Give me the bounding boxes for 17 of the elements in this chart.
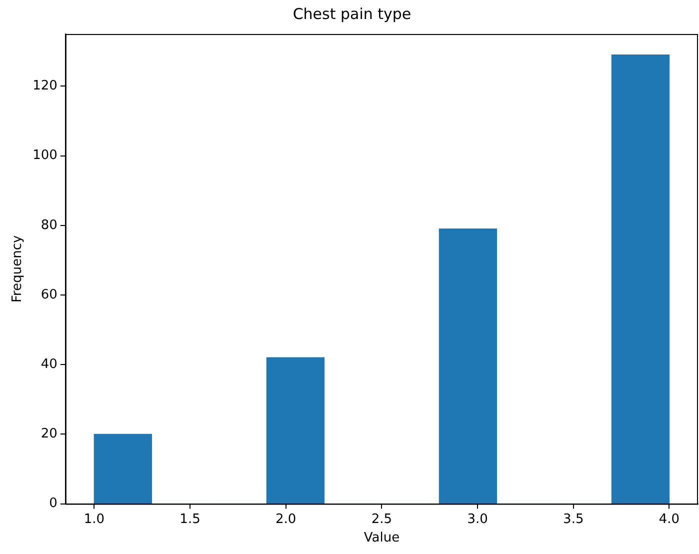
x-axis-title: Value [364, 530, 400, 546]
y-axis-title: Frequency [10, 235, 26, 302]
y-tick-label: 60 [40, 287, 58, 302]
x-tick-label: 4.0 [658, 512, 680, 527]
y-tick-label: 100 [32, 148, 58, 164]
y-tick-label: 20 [40, 426, 58, 442]
chart-title: Chest pain type [292, 4, 412, 23]
x-tick-label: 3.0 [467, 512, 488, 527]
x-tick-label: 3.5 [563, 512, 584, 527]
x-tick-label: 1.0 [84, 512, 105, 527]
y-tick-label: 120 [32, 78, 58, 94]
y-tick-label: 80 [40, 218, 58, 233]
x-tick-label: 2.5 [371, 512, 392, 527]
x-tick-label: 1.5 [180, 512, 200, 527]
y-tick-label: 0 [49, 496, 58, 512]
x-tick-label: 2.0 [276, 512, 296, 527]
y-tick-label: 40 [40, 356, 58, 372]
